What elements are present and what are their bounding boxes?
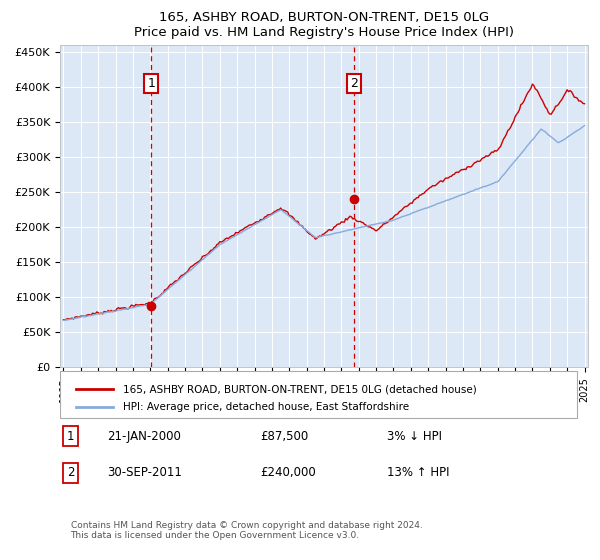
Text: Contains HM Land Registry data © Crown copyright and database right 2024.
This d: Contains HM Land Registry data © Crown c… <box>71 521 422 540</box>
Title: 165, ASHBY ROAD, BURTON-ON-TRENT, DE15 0LG
Price paid vs. HM Land Registry's Hou: 165, ASHBY ROAD, BURTON-ON-TRENT, DE15 0… <box>134 11 514 39</box>
Text: 1: 1 <box>147 77 155 90</box>
Text: 13% ↑ HPI: 13% ↑ HPI <box>388 466 450 479</box>
Text: £240,000: £240,000 <box>260 466 316 479</box>
Text: 3% ↓ HPI: 3% ↓ HPI <box>388 430 442 443</box>
Text: 1: 1 <box>67 430 74 443</box>
Text: HPI: Average price, detached house, East Staffordshire: HPI: Average price, detached house, East… <box>124 402 409 412</box>
Text: 30-SEP-2011: 30-SEP-2011 <box>107 466 182 479</box>
Text: 21-JAN-2000: 21-JAN-2000 <box>107 430 181 443</box>
Text: 165, ASHBY ROAD, BURTON-ON-TRENT, DE15 0LG (detached house): 165, ASHBY ROAD, BURTON-ON-TRENT, DE15 0… <box>124 384 477 394</box>
Text: 2: 2 <box>350 77 358 90</box>
Text: £87,500: £87,500 <box>260 430 309 443</box>
FancyBboxPatch shape <box>60 371 577 418</box>
Text: 2: 2 <box>67 466 74 479</box>
